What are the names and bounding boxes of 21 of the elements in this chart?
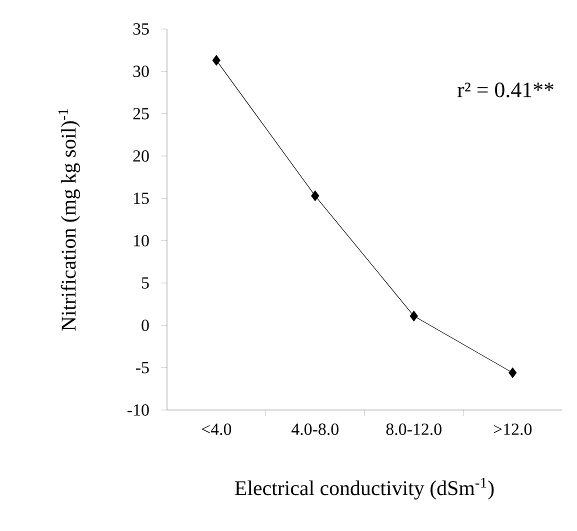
x-axis-title: Electrical conductivity (dSm$^{-1}$): [235, 478, 494, 500]
y-tick-label: 30: [133, 66, 149, 78]
y-tick-label: 15: [134, 192, 149, 204]
x-tick-label: 4.0-8.0: [291, 424, 338, 436]
y-tick-label: -10: [128, 404, 149, 416]
y-axis-title: Nitrification (mg kg soil)$^{-1}$: [58, 109, 80, 331]
y-tick-label: 35: [133, 23, 149, 35]
point: [410, 310, 418, 322]
annotation: r² = 0.41**: [458, 82, 554, 98]
y-tick-label: -5: [136, 362, 149, 374]
x-tick-label: >12.0: [494, 424, 532, 436]
point: [311, 190, 320, 202]
x-tick-label: 8.0-12.0: [386, 424, 442, 436]
point: [212, 55, 220, 66]
y-tick-label: 10: [134, 234, 149, 246]
point: [508, 367, 517, 378]
y-tick-label: 0: [142, 320, 149, 332]
x-tick-label: <4.0: [202, 424, 232, 436]
y-tick-label: 5: [142, 277, 149, 289]
y-tick-label: 20: [133, 150, 149, 162]
y-tick-label: 25: [133, 108, 149, 120]
